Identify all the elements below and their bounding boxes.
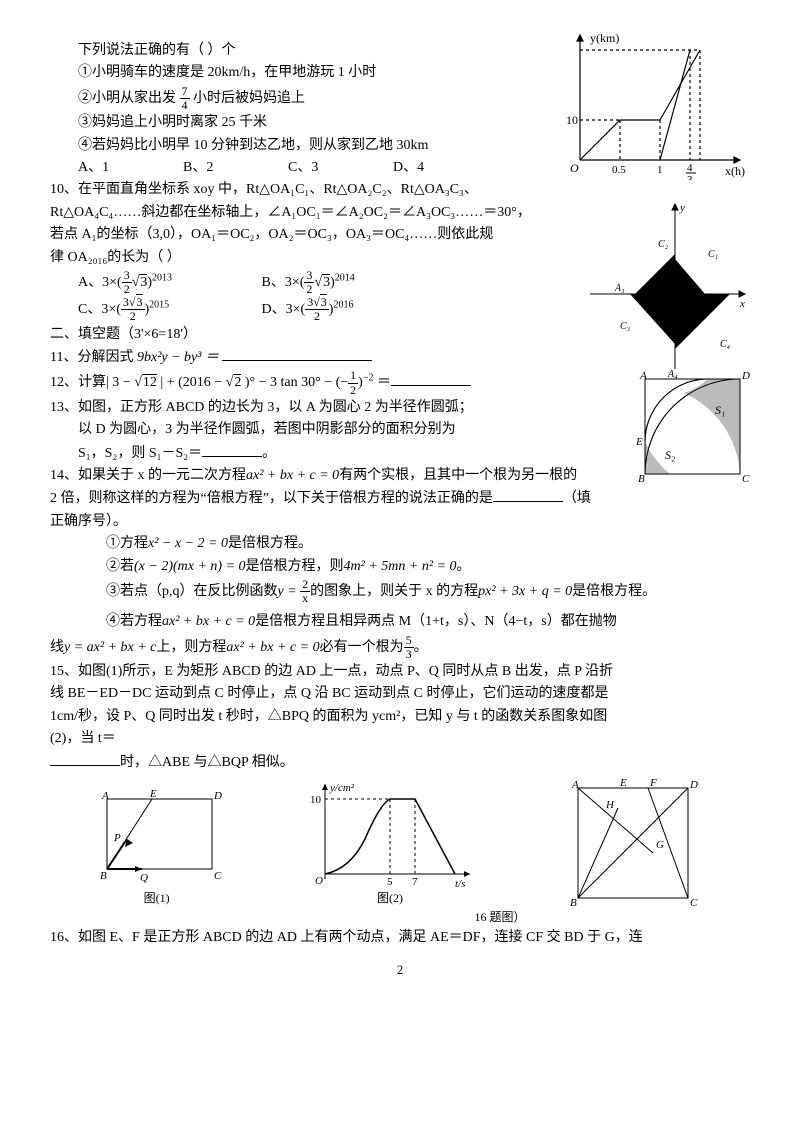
q14-s4a: ④若方程ax² + bx + c = 0是倍根方程且相异两点 M（1+t，s）、… xyxy=(50,611,750,633)
blank-13 xyxy=(202,442,262,457)
blank-15 xyxy=(50,751,120,766)
opt-a: A、1 xyxy=(78,157,183,179)
svg-text:G: G xyxy=(656,839,664,851)
svg-text:5: 5 xyxy=(387,876,393,888)
q14-l3: 正确序号）。 xyxy=(50,511,750,533)
svg-text:O: O xyxy=(678,297,685,308)
svg-text:P: P xyxy=(113,832,121,844)
svg-text:10: 10 xyxy=(310,794,322,806)
q14-s4b: 线y = ax² + bx + c上，则方程ax² + bx + c = 0必有… xyxy=(50,634,750,661)
svg-text:D: D xyxy=(213,790,222,802)
svg-text:10: 10 xyxy=(566,113,578,127)
q10: x y O A₁ A₃ A₄ C₁ C₂ C₃ C₄ 10、在平面直角坐标系 x… xyxy=(50,179,750,323)
svg-text:A₃: A₃ xyxy=(614,283,625,294)
svg-text:C₂: C₂ xyxy=(658,239,669,250)
svg-text:A: A xyxy=(101,790,109,802)
svg-text:x: x xyxy=(739,298,745,310)
square-arcs: A B C D E S₁ S₂ xyxy=(630,369,750,484)
svg-text:1: 1 xyxy=(657,164,663,176)
frac-7-4: 74 xyxy=(180,85,190,112)
svg-text:A: A xyxy=(639,370,647,382)
svg-text:S₂: S₂ xyxy=(665,448,675,462)
graph-km: y(km) x(h) 10 0.5 1 4 3 O xyxy=(560,30,750,180)
q14-s1: ①方程x² − x − 2 = 0是倍根方程。 xyxy=(50,533,750,555)
q14-s3: ③若点（p,q）在反比例函数y = 2x的图象上，则关于 x 的方程px² + … xyxy=(50,578,750,605)
fig2: y/cm² t/s O 10 5 7 图(2) xyxy=(305,779,475,908)
svg-text:E: E xyxy=(635,436,643,448)
blank-11 xyxy=(222,346,372,361)
q12-q13: A B C D E S₁ S₂ 12、计算| 3 − √12 | + (2016… xyxy=(50,369,750,465)
windmill-graph: x y O A₁ A₃ A₄ C₁ C₂ C₃ C₄ xyxy=(580,199,750,379)
svg-text:E: E xyxy=(149,789,157,800)
svg-text:C₄: C₄ xyxy=(720,339,731,350)
svg-text:E: E xyxy=(619,778,627,789)
svg-text:B: B xyxy=(638,473,645,484)
cap3: 16 题图） xyxy=(250,908,750,927)
opt-c: C、3 xyxy=(288,157,393,179)
svg-text:C: C xyxy=(690,897,698,908)
fig3: A B C D E F G H xyxy=(558,778,708,908)
svg-text:F: F xyxy=(649,778,657,789)
svg-text:C: C xyxy=(742,473,750,484)
svg-text:H: H xyxy=(605,799,615,811)
page-number: 2 xyxy=(50,960,750,981)
figures-row: A B C D E P Q 图(1) y/cm² t/s O 10 5 7 图(… xyxy=(50,778,750,908)
svg-text:A₁: A₁ xyxy=(707,296,718,307)
q15-l4: (2)，当 t＝ xyxy=(50,728,750,750)
svg-text:7: 7 xyxy=(412,876,418,888)
svg-text:Q: Q xyxy=(140,872,148,884)
q15: 15、如图(1)所示，E 为矩形 ABCD 的边 AD 上一点，动点 P、Q 同… xyxy=(50,661,750,774)
svg-text:y: y xyxy=(679,202,685,214)
blank-14 xyxy=(493,487,563,502)
q14-s2: ②若(x − 2)(mx + n) = 0是倍根方程，则4m² + 5mn + … xyxy=(50,556,750,578)
q14: 14、如果关于 x 的一元二次方程ax² + bx + c = 0有两个实根，且… xyxy=(50,465,750,661)
svg-text:4: 4 xyxy=(687,162,693,174)
opt-b: B、3×(32√3)2014 xyxy=(262,275,355,290)
svg-text:O: O xyxy=(570,161,579,175)
svg-text:C₁: C₁ xyxy=(708,249,718,260)
q11-pre: 11、分解因式 xyxy=(50,350,133,365)
svg-text:B: B xyxy=(570,897,577,908)
svg-text:C: C xyxy=(214,870,222,882)
q15-l3: 1cm/秒，设 P、Q 同时出发 t 秒时，△BPQ 的面积为 ycm²，已知 … xyxy=(50,706,750,728)
q14-l2: 2 倍，则称这样的方程为“倍根方程”，以下关于倍根方程的说法正确的是（填 xyxy=(50,487,750,510)
q15-l5: 时，△ABE 与△BQP 相似。 xyxy=(50,751,750,774)
opt-a: A、3×(32√3)2013 xyxy=(78,269,258,296)
svg-text:y(km): y(km) xyxy=(590,31,619,45)
l2b-post: 小时后被妈妈追上 xyxy=(193,91,305,106)
l2b-pre: ②小明从家出发 xyxy=(78,91,176,106)
cap2: 图(2) xyxy=(305,889,475,908)
opt-d: D、4 xyxy=(393,157,498,179)
opt-c: C、3×(3√32)2015 xyxy=(78,296,258,323)
svg-text:t/s: t/s xyxy=(455,878,465,889)
q-intro: y(km) x(h) 10 0.5 1 4 3 O 下列说法正确的有（ ）个 ①… xyxy=(50,40,750,179)
q11-expr: 9bx²y − by³ ＝ xyxy=(137,350,219,365)
svg-text:O: O xyxy=(315,875,323,887)
q15-l1: 15、如图(1)所示，E 为矩形 ABCD 的边 AD 上一点，动点 P、Q 同… xyxy=(50,661,750,683)
svg-text:y/cm²: y/cm² xyxy=(329,782,355,794)
svg-text:D: D xyxy=(741,370,750,382)
opt-d: D、3×(3√32)2016 xyxy=(262,302,354,317)
svg-text:B: B xyxy=(100,870,107,882)
svg-text:x(h): x(h) xyxy=(725,164,745,178)
q15-l2: 线 BE－ED－DC 运动到点 C 时停止，点 Q 沿 BC 运动到点 C 时停… xyxy=(50,683,750,705)
opt-b: B、2 xyxy=(183,157,288,179)
svg-text:A: A xyxy=(571,779,579,791)
svg-text:D: D xyxy=(689,779,698,791)
blank-12 xyxy=(391,371,471,386)
svg-text:S₁: S₁ xyxy=(715,403,725,417)
fig1: A B C D E P Q 图(1) xyxy=(92,789,222,908)
intro-opts: A、1 B、2 C、3 D、4 xyxy=(50,157,498,179)
svg-text:0.5: 0.5 xyxy=(612,164,626,176)
svg-text:C₃: C₃ xyxy=(620,321,631,332)
cap1: 图(1) xyxy=(92,889,222,908)
q16-l1: 16、如图 E、F 是正方形 ABCD 的边 AD 上有两个动点，满足 AE＝D… xyxy=(50,927,750,949)
